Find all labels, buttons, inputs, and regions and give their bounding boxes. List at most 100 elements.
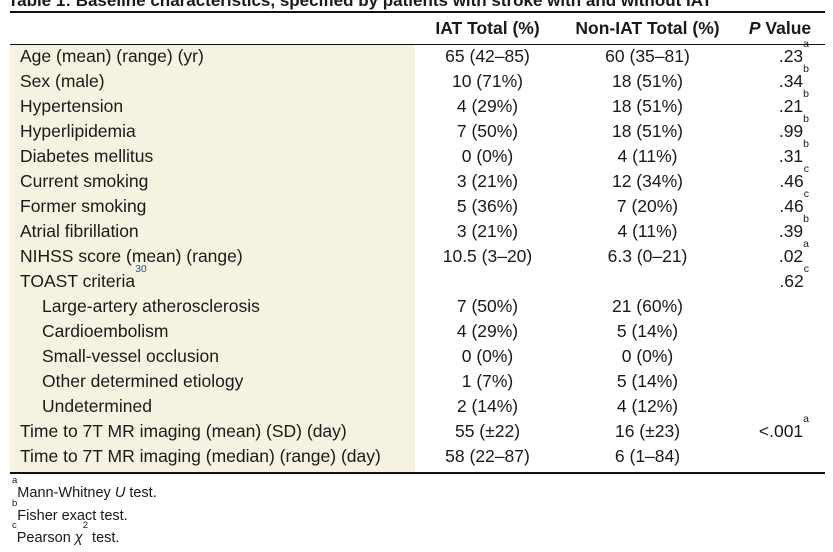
header-characteristic [10,13,415,44]
p-value: .21 [778,96,804,116]
header-p-italic: P [748,18,761,38]
non-iat-value: 60 (35–81) [605,46,690,66]
p-value-cell [735,444,825,469]
p-value: .02 [778,246,804,266]
row-label-cell: Hypertension [10,94,415,119]
row-label: Current smoking [20,171,149,191]
p-value-cell: .31b [735,139,825,169]
p-value-note: c [803,188,809,200]
p-value: .46 [779,171,804,191]
iat-value: 7 (50%) [456,296,519,316]
iat-value: 4 (29%) [456,321,519,341]
footnote-c-power: 2 [82,520,89,531]
p-value: <.001 [758,421,804,441]
non-iat-value: 18 (51%) [611,96,683,116]
p-value-cell [735,319,825,344]
iat-value: 65 (42–85) [445,46,530,66]
p-value: .39 [778,221,804,241]
iat-value: 4 (29%) [456,96,519,116]
p-value-note: a [803,413,809,425]
non-iat-value: 7 (20%) [616,196,679,216]
row-label: TOAST criteria [20,271,136,291]
p-value-cell [735,394,825,419]
p-value-cell: .21b [735,89,825,119]
row-label: Time to 7T MR imaging (mean) (SD) (day) [20,421,347,441]
row-label: Undetermined [42,396,152,416]
row-label-cell: Former smoking [10,194,415,219]
p-value-cell: .02a [735,239,825,269]
non-iat-value: 0 (0%) [621,346,674,366]
row-label: Age (mean) (range) (yr) [20,46,204,66]
reference-link[interactable]: 30 [135,263,147,275]
iat-value: 7 (50%) [456,121,519,141]
table-row: Time to 7T MR imaging (median) (range) (… [10,444,825,469]
row-label-cell: Age (mean) (range) (yr) [10,44,415,69]
footnote-c-text: Pearson [16,530,75,546]
row-label-cell: Hyperlipidemia [10,119,415,144]
header-p-rest: Value [760,18,812,38]
p-value-note: c [803,163,809,175]
row-label-cell: Diabetes mellitus [10,144,415,169]
iat-value: 3 (21%) [456,171,519,191]
p-value-cell [735,294,825,319]
p-value-cell: .39b [735,214,825,244]
p-value-note: b [803,138,809,150]
p-value: .31 [778,146,804,166]
non-iat-value: 6.3 (0–21) [607,246,688,266]
p-value-cell: .62c [735,264,825,294]
p-value-note: b [803,113,809,125]
footnote-a-text: Mann-Whitney [17,485,115,501]
p-value-note: a [803,38,809,50]
non-iat-value: 4 (11%) [617,146,678,166]
table-row: TOAST criteria30 .62c [10,264,825,294]
table-row: Sex (male) 10 (71%) 18 (51%) .34b [10,64,825,94]
table-row: Age (mean) (range) (yr) 65 (42–85) 60 (35–… [10,39,825,69]
p-value-cell: <.001a [735,414,825,444]
p-value-note: b [803,213,809,225]
table-row: Cardioembolism 4 (29%) 5 (14%) [10,319,825,344]
non-iat-value: 4 (12%) [616,396,679,416]
row-label: Large-artery atherosclerosis [42,296,260,316]
non-iat-value: 18 (51%) [611,121,683,141]
non-iat-value: 4 (11%) [617,221,678,241]
header-non-iat-total: Non-IAT Total (%) [575,18,720,38]
footnote-a-text-end: test. [125,485,157,501]
table-row: Diabetes mellitus 0 (0%) 4 (11%) .31b [10,139,825,169]
row-label-cell: Current smoking [10,169,415,194]
non-iat-value: 16 (±23) [614,421,681,441]
p-value-cell: .34b [735,64,825,94]
row-label-cell: Time to 7T MR imaging (mean) (SD) (day) [10,419,415,444]
iat-value: 55 (±22) [454,421,521,441]
footnote-b-mark: b [12,497,18,509]
row-label: Cardioembolism [42,321,169,341]
row-label-cell: Small-vessel occlusion [10,344,415,369]
row-label: Small-vessel occlusion [42,346,220,366]
iat-value: 3 (21%) [456,221,519,241]
row-label: Former smoking [20,196,147,216]
iat-value: 0 (0%) [461,146,514,166]
table-row: Large-artery atherosclerosis 7 (50%) 21 (6… [10,294,825,319]
table-row: Atrial fibrillation 3 (21%) 4 (11%) .39b [10,214,825,244]
p-value-note: a [803,238,809,250]
row-label-cell: Atrial fibrillation [10,219,415,244]
non-iat-value: 12 (34%) [611,171,683,191]
iat-value: 1 (7%) [461,371,514,391]
non-iat-value: 21 (60%) [611,296,683,316]
iat-value: 10 (71%) [451,71,523,91]
p-value-cell: .46c [735,164,825,194]
header-p-value: P Value [735,13,825,44]
row-label-cell: Time to 7T MR imaging (median) (range) (… [10,444,415,469]
non-iat-value [560,269,735,294]
row-label-cell: TOAST criteria30 [10,264,415,294]
row-label: Sex (male) [20,71,105,91]
row-label-cell: Undetermined [10,394,415,419]
p-value: .99 [778,121,804,141]
iat-value: 2 (14%) [456,396,519,416]
non-iat-value: 5 (14%) [616,371,679,391]
p-value-cell [735,369,825,394]
baseline-characteristics-table: IAT Total (%) Non-IAT Total (%) P Value … [10,13,825,469]
row-label-cell: Large-artery atherosclerosis [10,294,415,319]
footnote-a: aMann-Whitney U test. [12,476,157,505]
row-label-cell: Cardioembolism [10,319,415,344]
p-value-cell: .99b [735,114,825,144]
